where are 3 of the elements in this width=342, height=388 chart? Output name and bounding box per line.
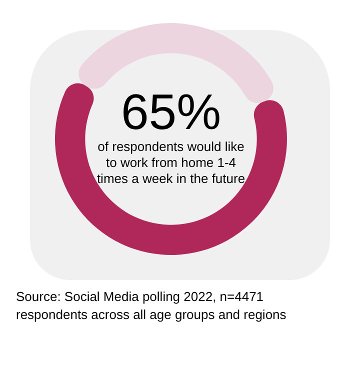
source-note: Source: Social Media polling 2022, n=4471 respondents across all age groups and regions: [16, 288, 288, 324]
text: of respondents would like to work from home 1-4 times a week in the future: [96, 139, 246, 186]
text: 65%: [120, 84, 222, 140]
